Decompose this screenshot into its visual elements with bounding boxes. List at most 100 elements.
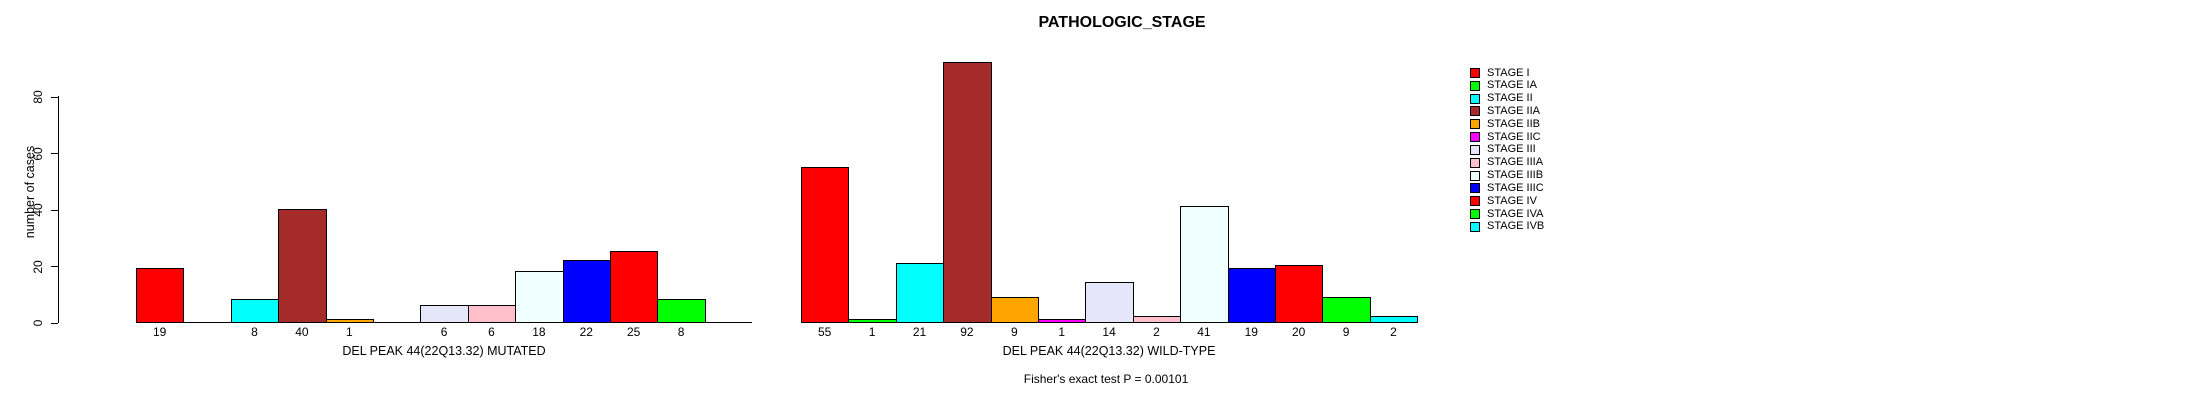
bar-count-label: 1 [1058,325,1066,339]
bar-stage-iii [1085,282,1134,323]
y-tick-label: 20 [31,259,45,274]
bar-stage-iib [325,319,374,323]
bar-stage-ii [895,263,945,323]
legend-item-stage-iib: STAGE IIB [1470,118,1540,131]
bar-stage-iia [278,209,327,323]
legend-item-stage-iiic: STAGE IIIC [1470,182,1544,195]
bar-count-label: 8 [677,325,685,339]
chart-title: PATHOLOGIC_STAGE [1038,14,1206,31]
legend-label: STAGE IVB [1487,220,1545,233]
bar-stage-iib [990,297,1039,323]
bar-count-label: 2 [1153,325,1160,339]
y-tick-label: 80 [31,90,45,104]
legend-swatch-stage-iic [1470,132,1480,143]
bar-stage-iv [1275,265,1324,323]
bar-count-label: 18 [532,325,546,339]
legend-swatch-stage-iv [1470,196,1480,207]
bar-stage-iic [1038,319,1087,323]
x-axis-label-wild-type: DEL PEAK 44(22Q13.32) WILD-TYPE [1002,344,1216,358]
legend-swatch-stage-iva [1470,209,1480,220]
y-tick-mark [51,96,58,98]
legend-label: STAGE IV [1487,194,1537,207]
y-tick-mark [51,322,58,324]
bar-stage-ii [230,299,280,323]
bar-count-label: 20 [1292,325,1306,339]
legend-swatch-stage-iii [1470,144,1480,155]
y-axis-line [58,96,59,323]
legend-label: STAGE II [1487,92,1533,105]
bar-stage-iv [610,251,659,323]
legend-swatch-stage-iiic [1470,183,1480,194]
fisher-test-note: Fisher's exact test P = 0.00101 [1023,372,1189,386]
bar-count-label: 41 [1197,325,1211,339]
legend-item-stage-iia: STAGE IIA [1470,105,1540,118]
bar-count-label: 22 [579,325,593,339]
bar-count-label: 40 [295,325,309,339]
bar-count-label: 55 [818,325,832,339]
legend-label: STAGE IIC [1487,130,1541,143]
bar-count-label: 9 [1342,325,1350,339]
legend-label: STAGE IA [1487,79,1537,92]
bar-count-label: 1 [868,325,876,339]
bar-count-label: 8 [251,325,258,339]
bar-stage-iiia [1132,316,1182,323]
legend-swatch-stage-iia [1470,106,1480,117]
y-tick-label: 0 [31,319,45,327]
legend-item-stage-iii: STAGE III [1470,143,1536,156]
y-tick-label: 40 [31,203,45,217]
legend-item-stage-iic: STAGE IIC [1470,131,1541,144]
legend-label: STAGE IIA [1487,104,1540,117]
legend-swatch-stage-i [1470,68,1480,78]
bar-stage-ivb [1369,316,1419,323]
bar-stage-iiib [515,271,564,323]
legend-item-stage-iiia: STAGE IIIA [1470,156,1543,169]
bar-count-label: 6 [488,325,495,339]
bar-count-label: 25 [627,325,641,339]
bar-stage-i [136,268,185,323]
bar-stage-iia [943,62,992,323]
x-axis-label-mutated: DEL PEAK 44(22Q13.32) MUTATED [342,344,546,358]
legend-item-stage-ii: STAGE II [1470,92,1533,105]
bar-stage-iiic [562,260,611,323]
legend-swatch-stage-ivb [1470,221,1480,232]
bar-count-label: 9 [1010,325,1018,339]
legend-swatch-stage-iib [1470,119,1480,130]
legend-label: STAGE I [1487,66,1530,79]
bar-count-label: 92 [960,325,974,339]
legend-swatch-stage-ii [1470,93,1480,104]
legend-label: STAGE IIIB [1487,169,1544,182]
bar-stage-iii [420,305,469,323]
bar-stage-iiib [1180,206,1229,323]
bar-count-label: 14 [1102,325,1116,339]
y-tick-mark [51,153,58,154]
bar-count-label: 19 [153,325,167,339]
legend-label: STAGE IIB [1487,117,1540,130]
y-tick-label: 60 [31,146,45,161]
legend-swatch-stage-iiia [1470,157,1480,168]
bar-stage-iiia [467,305,517,323]
legend-label: STAGE IIIA [1487,156,1544,169]
legend-item-stage-i: STAGE I [1470,67,1530,80]
bar-count-label: 2 [1390,325,1397,339]
legend-swatch-stage-iiib [1470,170,1480,181]
legend-item-stage-iv: STAGE IV [1470,195,1537,208]
bar-stage-ia [848,319,897,323]
legend-item-stage-ivb: STAGE IVB [1470,220,1544,233]
legend-swatch-stage-ia [1470,80,1480,91]
bar-stage-iva [1322,297,1371,323]
legend-label: STAGE III [1487,143,1536,156]
legend-label: STAGE IIIC [1487,181,1544,194]
legend-label: STAGE IVA [1487,207,1544,220]
legend-item-stage-iiib: STAGE IIIB [1470,169,1543,182]
bar-stage-iiic [1227,268,1276,323]
bar-count-label: 19 [1244,325,1258,339]
bar-stage-i [801,167,850,323]
bar-count-label: 6 [440,325,448,339]
bar-count-label: 21 [912,325,927,339]
y-tick-mark [51,209,58,211]
legend-item-stage-iva: STAGE IVA [1470,208,1543,221]
legend-item-stage-ia: STAGE IA [1470,79,1537,92]
bar-stage-iva [657,299,706,323]
y-tick-mark [51,266,58,267]
